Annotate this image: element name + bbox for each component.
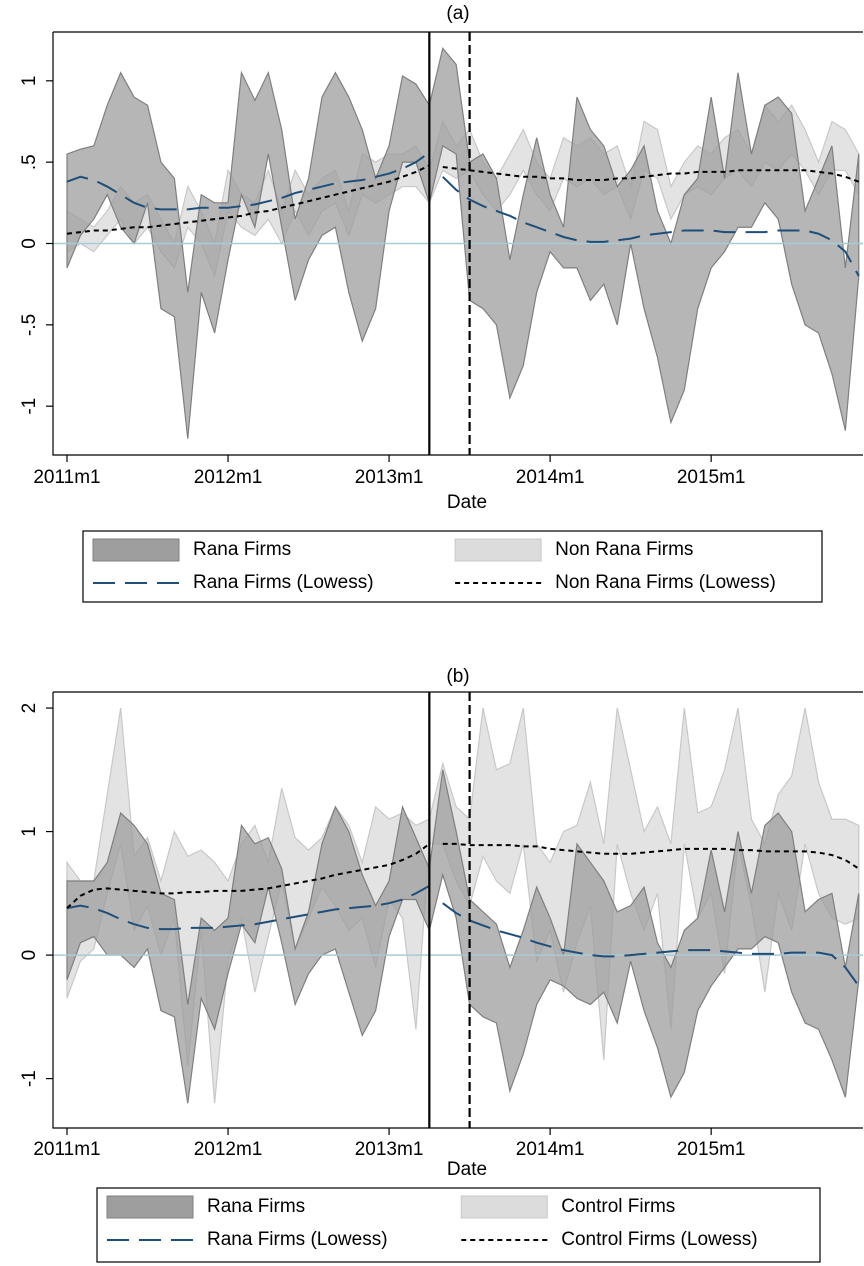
legend-label: Rana Firms [207, 1196, 305, 1217]
legend-label: Rana Firms (Lowess) [193, 572, 374, 593]
x-axis-title: Date [447, 1159, 487, 1180]
y-tick-label: 0 [19, 950, 40, 961]
legend-label: Non Rana Firms [555, 539, 693, 560]
lowess-line [66, 151, 430, 211]
x-tick-label: 2011m1 [33, 467, 100, 488]
legend-label: Rana Firms (Lowess) [207, 1229, 388, 1250]
y-tick-label: 2 [19, 703, 40, 714]
x-tick-label: 2015m1 [677, 467, 746, 488]
x-tick-label: 2012m1 [194, 1139, 263, 1160]
panel-title: (a) [446, 3, 469, 24]
x-tick-label: 2013m1 [355, 467, 424, 488]
lowess-line [66, 885, 430, 931]
lowess-line [66, 164, 430, 235]
lowess-line [442, 176, 860, 277]
axes-frame [52, 691, 863, 1129]
axes-frame [52, 31, 863, 456]
lowess-line [442, 902, 860, 987]
x-axis-title: Date [447, 492, 487, 513]
legend-box [82, 530, 823, 603]
legend-label: Non Rana Firms (Lowess) [555, 572, 776, 593]
x-tick-label: 2014m1 [516, 467, 585, 488]
legend-label: Rana Firms [193, 539, 291, 560]
y-tick-label: .5 [19, 154, 40, 170]
y-tick-label: -1 [19, 398, 40, 415]
y-tick-label: 1 [19, 76, 40, 87]
y-tick-label: -.5 [19, 314, 40, 336]
x-tick-label: 2013m1 [355, 1139, 424, 1160]
y-tick-label: 0 [19, 238, 40, 249]
legend-swatch [460, 1195, 548, 1219]
lowess-line [442, 842, 860, 870]
y-tick-label: -1 [19, 1070, 40, 1087]
legend-swatch [106, 1195, 194, 1219]
plot-area [53, 46, 863, 439]
legend-swatch [92, 538, 180, 562]
legend-swatch [454, 538, 542, 562]
panel-title: (b) [446, 666, 469, 687]
legend-label: Control Firms (Lowess) [561, 1229, 757, 1250]
y-tick-label: 1 [19, 826, 40, 837]
x-tick-label: 2011m1 [33, 1139, 100, 1160]
x-tick-label: 2012m1 [194, 467, 263, 488]
x-tick-label: 2015m1 [677, 1139, 746, 1160]
plot-area [53, 707, 863, 1104]
lowess-line [442, 166, 860, 183]
legend-box [96, 1187, 821, 1263]
legend-label: Control Firms [561, 1196, 675, 1217]
x-tick-label: 2014m1 [516, 1139, 585, 1160]
lowess-line [66, 843, 430, 909]
